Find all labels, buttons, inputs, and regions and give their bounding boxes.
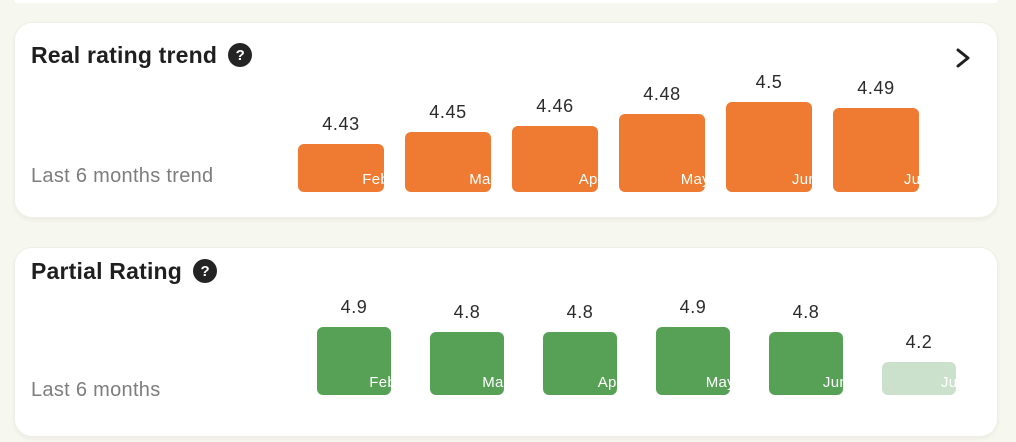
bar-slot: 4.49 Jul bbox=[833, 78, 919, 192]
bar-slot: 4.9 Feb bbox=[317, 297, 391, 395]
bar-month-label: Mar bbox=[482, 374, 504, 391]
bar-value-label: 4.9 bbox=[679, 297, 707, 317]
bar-value-label: 4.5 bbox=[755, 72, 783, 92]
bar: May bbox=[656, 327, 730, 395]
bar-value-label: 4.43 bbox=[322, 114, 360, 134]
card-title: Partial Rating bbox=[31, 258, 183, 284]
bar-month-label: Apr bbox=[597, 374, 617, 391]
bar-value-label: 4.8 bbox=[566, 302, 594, 322]
bar: Jul bbox=[882, 362, 956, 395]
bar-slot: 4.8 Apr bbox=[543, 302, 617, 395]
real-rating-trend-card: Real rating trend ? Last 6 months trend … bbox=[14, 22, 998, 218]
chevron-right-icon[interactable] bbox=[949, 45, 975, 71]
bar-value-label: 4.2 bbox=[905, 332, 933, 352]
bar-chart-partial-rating: 4.9 Feb 4.8 Mar 4.8 Apr 4.9 May 4.8 Jun 4.2 Jul bbox=[317, 297, 956, 395]
bar-value-label: 4.8 bbox=[792, 302, 820, 322]
help-icon[interactable]: ? bbox=[228, 43, 253, 67]
bar-slot: 4.8 Jun bbox=[769, 302, 843, 395]
bar-value-label: 4.48 bbox=[643, 84, 681, 104]
bar-slot: 4.48 May bbox=[619, 84, 705, 192]
bar-slot: 4.2 Jul bbox=[882, 332, 956, 395]
bar-month-label: Jul bbox=[903, 171, 919, 188]
bar-month-label: Apr bbox=[578, 171, 598, 188]
bar: Feb bbox=[298, 144, 384, 192]
bar-value-label: 4.46 bbox=[536, 96, 574, 116]
bar-slot: 4.9 May bbox=[656, 297, 730, 395]
bar-month-label: Feb bbox=[369, 374, 391, 391]
bar-value-label: 4.9 bbox=[340, 297, 368, 317]
bar: Jun bbox=[726, 102, 812, 192]
bar: Apr bbox=[543, 332, 617, 395]
bar-month-label: Jul bbox=[940, 374, 956, 391]
bar-month-label: Feb bbox=[362, 171, 384, 188]
bar-chart-real-rating-trend: 4.43 Feb 4.45 Mar 4.46 Apr 4.48 May 4.5 Jun 4.49 Ju… bbox=[298, 72, 919, 192]
card-header: Real rating trend ? bbox=[31, 42, 253, 68]
partial-rating-card: Partial Rating ? Last 6 months 4.9 Feb 4.8… bbox=[14, 247, 998, 437]
chevron-right-glyph bbox=[956, 48, 970, 68]
bar-slot: 4.46 Apr bbox=[512, 96, 598, 192]
bar-month-label: May bbox=[680, 171, 705, 188]
bar-slot: 4.8 Mar bbox=[430, 302, 504, 395]
card-subtitle: Last 6 months bbox=[31, 379, 161, 401]
bar-slot: 4.45 Mar bbox=[405, 102, 491, 192]
bar-value-label: 4.45 bbox=[429, 102, 467, 122]
bar: Jul bbox=[833, 108, 919, 192]
bar-slot: 4.43 Feb bbox=[298, 114, 384, 192]
bar: Feb bbox=[317, 327, 391, 395]
card-title: Real rating trend bbox=[31, 42, 218, 68]
bar-month-label: Mar bbox=[469, 171, 491, 188]
bar-slot: 4.5 Jun bbox=[726, 72, 812, 192]
bar-value-label: 4.49 bbox=[857, 78, 895, 98]
bar: Jun bbox=[769, 332, 843, 395]
previous-card-bottom-edge bbox=[14, 0, 998, 3]
bar: Apr bbox=[512, 126, 598, 192]
bar-value-label: 4.8 bbox=[453, 302, 481, 322]
card-header: Partial Rating ? bbox=[31, 258, 218, 284]
bar-month-label: May bbox=[705, 374, 730, 391]
bar: Mar bbox=[430, 332, 504, 395]
bar-month-label: Jun bbox=[791, 171, 812, 188]
bar-month-label: Jun bbox=[822, 374, 843, 391]
help-icon[interactable]: ? bbox=[193, 259, 218, 283]
bar: Mar bbox=[405, 132, 491, 192]
bar: May bbox=[619, 114, 705, 192]
card-subtitle: Last 6 months trend bbox=[31, 165, 214, 187]
